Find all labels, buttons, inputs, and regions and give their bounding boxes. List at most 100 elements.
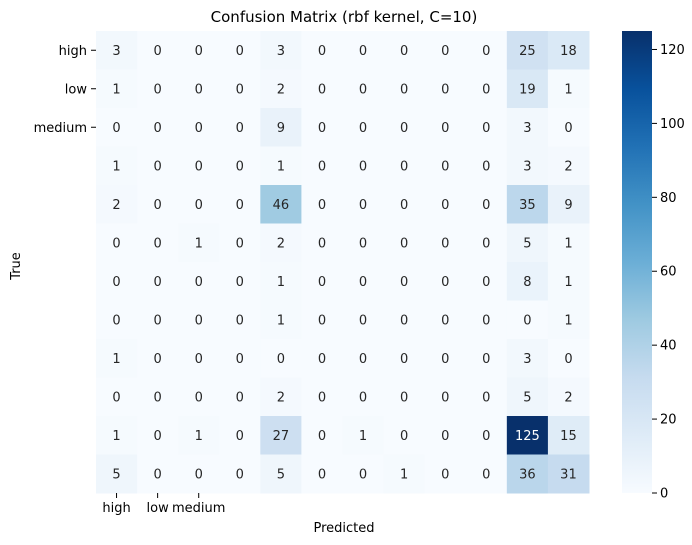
- heatmap-cell: [219, 377, 261, 417]
- heatmap-cell: [178, 339, 220, 378]
- cell-value-label: 0: [400, 82, 408, 97]
- cell-value-label: 1: [277, 313, 285, 328]
- cell-value-label: 0: [359, 313, 367, 328]
- y-tick-label: high: [59, 44, 87, 59]
- cell-value-label: 2: [277, 82, 285, 97]
- heatmap-cell: [260, 69, 302, 109]
- heatmap-cell: [506, 108, 549, 147]
- cell-value-label: 0: [441, 236, 449, 251]
- heatmap-cell: [260, 108, 302, 147]
- cell-value-label: 3: [523, 352, 531, 367]
- heatmap-cell: [383, 146, 426, 186]
- cell-value-label: 0: [277, 352, 285, 367]
- x-tick-label: high: [102, 501, 130, 516]
- y-axis-ticks: high low medium: [34, 44, 96, 136]
- colorbar-tick-label: 20: [660, 413, 677, 428]
- cell-value-label: 1: [564, 313, 572, 328]
- cell-value-label: 0: [236, 313, 244, 328]
- cell-value-label: 0: [482, 390, 490, 405]
- heatmap-cell: [301, 31, 343, 70]
- cell-value-label: 8: [523, 275, 531, 290]
- cell-value-label: 46: [273, 198, 290, 213]
- heatmap-cell: [506, 31, 549, 70]
- cell-value-label: 0: [482, 352, 490, 367]
- cell-value-label: 0: [318, 352, 326, 367]
- cell-value-label: 3: [277, 44, 285, 59]
- cell-value-label: 3: [523, 159, 531, 174]
- cell-value-label: 19: [519, 82, 536, 97]
- cell-value-label: 0: [236, 467, 244, 482]
- cell-value-label: 0: [359, 121, 367, 136]
- chart-title: Confusion Matrix (rbf kernel, C=10): [211, 8, 478, 26]
- cell-value-label: 0: [400, 236, 408, 251]
- heatmap-cell: [547, 108, 590, 147]
- cell-value-label: 0: [153, 236, 161, 251]
- heatmap-cell: [547, 377, 590, 417]
- heatmap-cell: [137, 300, 179, 340]
- heatmap-cell: [342, 146, 385, 186]
- heatmap-cell: [424, 454, 467, 494]
- heatmap-cell: [260, 185, 302, 224]
- heatmap-cell: [424, 223, 467, 263]
- cell-value-label: 0: [236, 429, 244, 444]
- heatmap-cell: [301, 416, 343, 455]
- heatmap-cell: [137, 416, 179, 455]
- heatmap-cell: [301, 223, 343, 263]
- cell-value-label: 0: [359, 467, 367, 482]
- cell-value-label: 0: [441, 352, 449, 367]
- cell-value-label: 0: [482, 275, 490, 290]
- heatmap-cell: [506, 377, 549, 417]
- heatmap-cell: [465, 262, 508, 301]
- cell-value-label: 0: [236, 236, 244, 251]
- heatmap-cell: [506, 339, 549, 378]
- heatmap-cell: [547, 146, 590, 186]
- cell-value-label: 0: [482, 121, 490, 136]
- cell-value-label: 1: [564, 82, 572, 97]
- heatmap-cell: [301, 377, 343, 417]
- cell-value-label: 0: [236, 198, 244, 213]
- heatmap-cell: [424, 262, 467, 301]
- heatmap-cell: [383, 108, 426, 147]
- heatmap-cell: [137, 185, 179, 224]
- cell-value-label: 0: [564, 352, 572, 367]
- heatmap-cell: [383, 69, 426, 109]
- cell-value-label: 9: [277, 121, 285, 136]
- cell-value-label: 0: [318, 198, 326, 213]
- cell-value-label: 31: [560, 467, 577, 482]
- heatmap-cell: [301, 339, 343, 378]
- cell-value-label: 0: [195, 275, 203, 290]
- cell-value-label: 0: [359, 44, 367, 59]
- cell-value-label: 0: [195, 121, 203, 136]
- heatmap-cell: [342, 454, 385, 494]
- heatmap-cell: [547, 262, 590, 301]
- heatmap-cell: [219, 339, 261, 378]
- cell-value-label: 18: [560, 44, 577, 59]
- heatmap-cell: [219, 185, 261, 224]
- heatmap-cell: [219, 454, 261, 494]
- cell-value-label: 25: [519, 44, 536, 59]
- heatmap-cell: [178, 31, 220, 70]
- heatmap-cell: [219, 31, 261, 70]
- heatmap-cell: [96, 69, 138, 109]
- heatmap-cell: [383, 454, 426, 494]
- heatmap-cell: [301, 185, 343, 224]
- cell-value-label: 0: [400, 159, 408, 174]
- heatmap-cell: [219, 146, 261, 186]
- heatmap-cell: [465, 31, 508, 70]
- heatmap-cell: [506, 185, 549, 224]
- heatmap-cell: [547, 185, 590, 224]
- cell-value-label: 0: [153, 159, 161, 174]
- heatmap-cell: [506, 454, 549, 494]
- cell-value-label: 2: [277, 390, 285, 405]
- cell-value-label: 0: [359, 275, 367, 290]
- heatmap-cell: [137, 339, 179, 378]
- cell-value-label: 9: [564, 198, 572, 213]
- cell-value-label: 0: [236, 82, 244, 97]
- heatmap-cell: [342, 108, 385, 147]
- cell-value-label: 0: [112, 313, 120, 328]
- cell-value-label: 0: [400, 275, 408, 290]
- heatmap-cell: [178, 300, 220, 340]
- cell-value-label: 1: [112, 82, 120, 97]
- cell-value-label: 0: [400, 390, 408, 405]
- cell-value-label: 0: [359, 159, 367, 174]
